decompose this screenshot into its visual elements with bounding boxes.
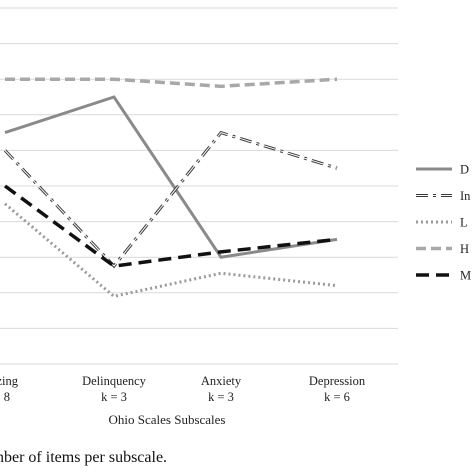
series-layer bbox=[3, 77, 338, 298]
gridlines bbox=[0, 7, 398, 365]
series-line-1-inner bbox=[4, 132, 338, 267]
x-tick-sublabel: k = 6 bbox=[324, 390, 350, 404]
x-tick-label: lizing bbox=[0, 374, 19, 388]
x-axis-title: Ohio Scales Subscales bbox=[109, 412, 226, 427]
legend-label: In bbox=[460, 189, 471, 203]
figure-caption: nber of items per subscale. bbox=[0, 449, 168, 466]
legend-label: L bbox=[460, 216, 468, 230]
x-axis-tick-labels: lizing 8 Delinquency k = 3 Anxiety k = 3 Depre… bbox=[0, 374, 366, 404]
series-line-2 bbox=[4, 202, 338, 298]
series-line-3 bbox=[5, 77, 338, 89]
x-tick-label: Delinquency bbox=[82, 374, 147, 388]
x-tick-label: Depression bbox=[309, 374, 366, 388]
series-line-4 bbox=[3, 184, 338, 268]
series-line-0 bbox=[4, 95, 338, 259]
x-tick-sublabel: k = 3 bbox=[208, 390, 234, 404]
x-tick-sublabel: 8 bbox=[4, 390, 10, 404]
legend-label: D bbox=[460, 163, 469, 177]
legend: D In LHM bbox=[416, 163, 471, 283]
legend-label: M bbox=[460, 269, 471, 283]
x-tick-sublabel: k = 3 bbox=[101, 390, 127, 404]
legend-label: H bbox=[460, 242, 469, 256]
x-tick-label: Anxiety bbox=[201, 374, 242, 388]
